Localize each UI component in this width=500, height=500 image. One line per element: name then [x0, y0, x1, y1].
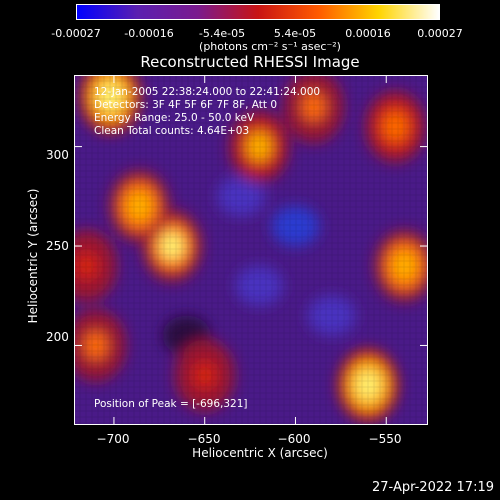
- colorbar-unit: (photons cm⁻² s⁻¹ asec⁻²): [199, 40, 341, 53]
- plot-frame: [74, 75, 428, 425]
- info-peak: Position of Peak = [-696,321]: [94, 398, 248, 410]
- x-axis-label: Heliocentric X (arcsec): [192, 446, 328, 460]
- x-tick-label: −600: [277, 432, 311, 446]
- pixel-grid: [74, 75, 428, 425]
- x-tick-label: −650: [187, 432, 221, 446]
- heatmap-plot: [74, 75, 428, 425]
- chart-title: Reconstructed RHESSI Image: [140, 53, 360, 71]
- info-counts: Clean Total counts: 4.64E+03: [94, 125, 250, 137]
- colorbar-tick: 0.00016: [345, 27, 391, 40]
- info-energy: Energy Range: 25.0 - 50.0 keV: [94, 112, 255, 124]
- y-axis-label: Heliocentric Y (arcsec): [26, 188, 40, 324]
- x-tick-label: −700: [96, 432, 130, 446]
- y-tick-label: 200: [46, 330, 69, 344]
- colorbar-tick: 0.00027: [417, 27, 463, 40]
- colorbar-tick: -5.4e-05: [198, 27, 246, 40]
- info-time-range: 12-Jan-2005 22:38:24.000 to 22:41:24.000: [94, 86, 321, 98]
- x-tick-label: −550: [368, 432, 402, 446]
- axis-ticks: [74, 75, 428, 425]
- colorbar-tick: -0.00027: [51, 27, 101, 40]
- info-detectors: Detectors: 3F 4F 5F 6F 7F 8F, Att 0: [94, 99, 278, 111]
- colorbar: [76, 4, 440, 20]
- colorbar-tick: 5.4e-05: [273, 27, 317, 40]
- y-tick-label: 250: [46, 239, 69, 253]
- colorbar-tick: -0.00016: [124, 27, 174, 40]
- y-tick-label: 300: [46, 148, 69, 162]
- timestamp: 27-Apr-2022 17:19: [372, 480, 494, 495]
